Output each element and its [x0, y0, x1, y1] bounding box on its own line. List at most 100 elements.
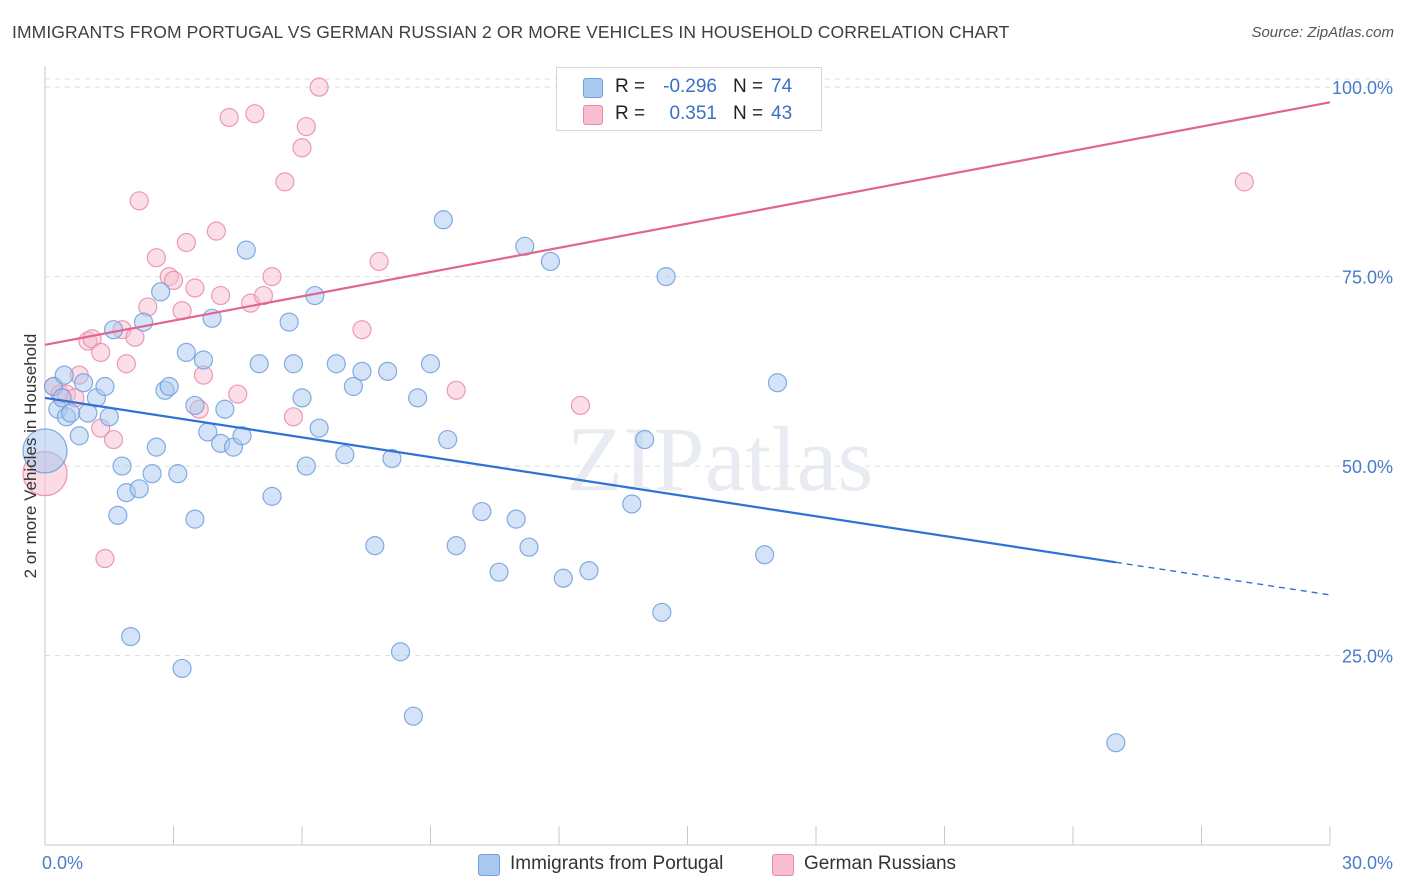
data-point — [622, 494, 642, 514]
data-point — [206, 221, 226, 241]
data-point — [52, 388, 72, 408]
data-point — [1106, 733, 1126, 753]
data-point — [369, 251, 389, 272]
data-point — [129, 191, 149, 211]
data-point — [69, 426, 89, 446]
data-point — [656, 267, 676, 287]
data-point — [446, 536, 466, 556]
data-point — [215, 399, 235, 419]
data-point — [553, 568, 573, 588]
correlation-legend: R = -0.296 N = 74 R = 0.351 N = 43 — [556, 67, 822, 131]
tick-labels: 25.0% 50.0% 75.0% 100.0% 0.0% 30.0% — [42, 78, 1393, 873]
y-tick-label: 100.0% — [1332, 78, 1393, 98]
data-point — [219, 107, 239, 128]
portugal-points — [22, 210, 1126, 753]
data-point — [309, 77, 329, 97]
legend-r-value: 0.351 — [669, 103, 717, 124]
data-point — [151, 282, 171, 302]
legend-n-label: N = — [733, 76, 764, 97]
data-point — [652, 602, 672, 622]
data-point — [193, 350, 214, 370]
data-point — [116, 354, 136, 374]
legend-label-portugal: Immigrants from Portugal — [510, 853, 724, 874]
y-tick-label: 75.0% — [1342, 268, 1393, 288]
data-point — [108, 505, 128, 525]
data-point — [228, 384, 248, 404]
trendline-portugal — [44, 396, 1117, 564]
trendlines — [44, 101, 1331, 596]
gridlines — [45, 78, 1395, 657]
data-point — [61, 403, 81, 423]
legend-r-value: -0.296 — [663, 76, 717, 97]
y-tick-label: 50.0% — [1342, 457, 1393, 477]
data-point — [275, 172, 295, 192]
x-tick-label-max: 30.0% — [1342, 853, 1393, 873]
legend-swatch-portugal — [478, 854, 500, 876]
data-point — [185, 509, 205, 529]
data-point — [635, 429, 655, 450]
data-point — [433, 210, 453, 230]
data-point — [420, 354, 441, 374]
data-point — [211, 285, 231, 306]
data-point — [279, 312, 299, 332]
data-point — [489, 562, 509, 582]
data-point — [472, 501, 492, 522]
data-point — [579, 561, 599, 581]
data-point — [262, 486, 282, 506]
y-tick-label: 25.0% — [1342, 647, 1393, 667]
data-point — [352, 361, 372, 381]
data-point — [146, 437, 166, 457]
data-point — [185, 278, 205, 298]
trendline-german-russians — [44, 101, 1331, 346]
data-point — [129, 479, 149, 499]
data-point — [262, 267, 282, 287]
data-point — [390, 642, 411, 662]
data-point — [519, 537, 539, 557]
data-point — [292, 388, 312, 408]
source-label: Source: ZipAtlas.com — [1251, 24, 1394, 41]
data-point — [103, 429, 124, 450]
legend-swatch-portugal — [583, 78, 603, 98]
data-point — [236, 240, 256, 260]
legend-r-label: R = — [615, 76, 646, 97]
trendline-portugal-extension — [1115, 561, 1331, 596]
data-point — [352, 320, 372, 340]
data-point — [403, 706, 423, 726]
data-point — [146, 248, 166, 268]
x-tick-label-min: 0.0% — [42, 853, 83, 873]
legend-n-label: N = — [733, 103, 764, 124]
y-axis-label: 2 or more Vehicles in Household — [21, 334, 40, 579]
data-point — [296, 456, 316, 476]
data-point — [767, 373, 788, 393]
data-point — [309, 418, 329, 438]
legend-swatch-german-russians — [772, 854, 794, 876]
data-point — [335, 445, 355, 465]
data-point — [163, 270, 184, 291]
data-point — [73, 373, 94, 393]
data-point — [112, 456, 132, 476]
data-point — [382, 448, 402, 469]
data-point — [99, 407, 119, 427]
data-point — [245, 104, 265, 124]
data-point — [570, 395, 591, 416]
data-point — [283, 354, 304, 374]
legend-row-german-russians: R = 0.351 N = 43 — [557, 101, 821, 127]
legend-n-value: 74 — [771, 76, 793, 97]
data-point — [142, 464, 162, 484]
watermark: ZIPatlas — [567, 408, 874, 510]
data-point — [91, 342, 111, 363]
data-point — [283, 407, 304, 427]
data-point — [232, 426, 252, 446]
legend-swatch-german-russians — [583, 105, 603, 125]
legend-n-value: 43 — [771, 103, 793, 124]
data-point — [438, 429, 458, 450]
data-point — [95, 376, 115, 397]
data-point — [54, 365, 74, 385]
data-point — [22, 428, 68, 474]
data-point — [446, 380, 466, 400]
data-point — [159, 376, 179, 397]
data-point — [1234, 172, 1254, 192]
data-point — [343, 376, 363, 397]
data-point — [185, 395, 205, 416]
